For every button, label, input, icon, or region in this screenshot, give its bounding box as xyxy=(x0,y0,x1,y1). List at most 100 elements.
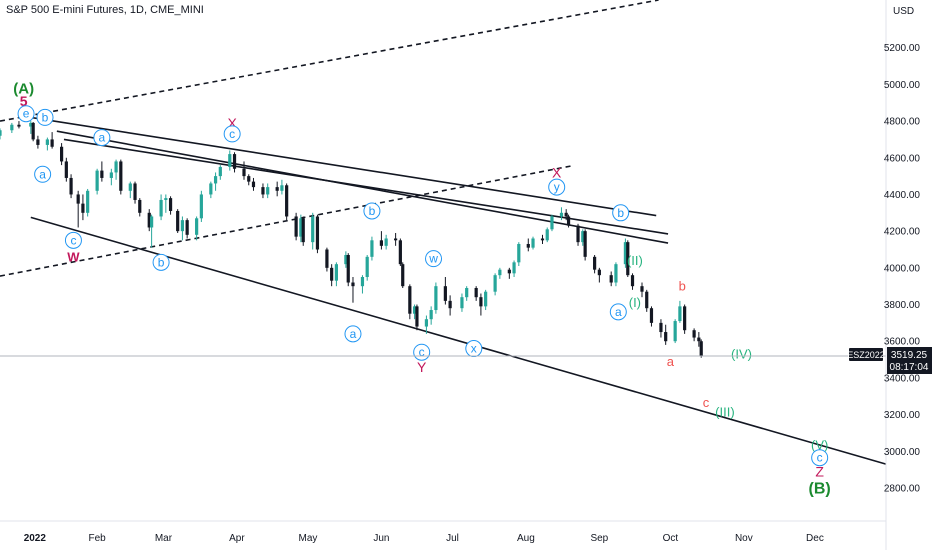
candle-body xyxy=(128,183,132,191)
candle-body xyxy=(185,220,189,235)
wave-label: a xyxy=(99,131,106,145)
time-tick-label: Feb xyxy=(89,533,107,544)
trendline xyxy=(63,138,669,235)
price-axis[interactable]: USD 2800.00 3000.00 3200.00 3400.00 3600.00 3… xyxy=(884,6,921,494)
candle-body xyxy=(232,154,237,169)
candle-body xyxy=(448,300,452,309)
candle-body xyxy=(479,297,483,307)
candle-body xyxy=(330,267,334,281)
candle-body xyxy=(678,306,682,322)
candle-body xyxy=(334,264,338,281)
candle-body xyxy=(351,282,355,287)
wave-label: (B) xyxy=(809,481,831,498)
price-tick-label: 2800.00 xyxy=(884,483,921,494)
wave-label-circle xyxy=(609,303,627,321)
candle-body xyxy=(429,310,433,320)
wave-label: (I) xyxy=(629,295,641,310)
candle-body xyxy=(100,170,104,178)
candle-body xyxy=(360,277,365,287)
chart-title: S&P 500 E-mini Futures, 1D, CME_MINI xyxy=(6,4,204,16)
wave-label-circle xyxy=(612,204,630,222)
candle-body xyxy=(379,240,384,246)
candle-body xyxy=(86,190,90,213)
wave-label: Z xyxy=(815,463,824,479)
candle-body xyxy=(209,183,213,195)
candle-body xyxy=(512,262,516,274)
candle-body xyxy=(474,288,478,298)
candle-body xyxy=(64,161,68,178)
wave-label: b xyxy=(42,110,49,124)
candle-body xyxy=(218,166,222,177)
last-price-badge xyxy=(887,347,932,374)
wave-label-circle xyxy=(811,449,829,467)
wave-label: a xyxy=(350,327,357,341)
last-price-text: 3519.25 xyxy=(891,350,928,361)
wave-label-circle xyxy=(425,250,443,268)
candle-body xyxy=(526,243,530,248)
candle-body xyxy=(147,212,151,228)
candle-body xyxy=(280,185,284,191)
price-tick-label: 4200.00 xyxy=(884,227,921,238)
trendline xyxy=(30,116,657,217)
wave-label: c xyxy=(70,233,76,247)
candle-body xyxy=(609,275,613,283)
trendline xyxy=(56,130,669,244)
wave-label-circle xyxy=(363,202,381,220)
price-tick-label: 3000.00 xyxy=(884,447,921,458)
time-axis[interactable]: 2022 Feb Mar Apr May Jun Jul Aug Sep Oct Nov Dec xyxy=(24,533,824,544)
candle-body xyxy=(540,238,545,241)
time-tick-label: Nov xyxy=(735,533,753,544)
wave-label: (V) xyxy=(811,437,828,452)
candle-body xyxy=(10,124,14,131)
candle-body xyxy=(36,139,40,145)
time-tick-label: Dec xyxy=(806,533,824,544)
candle-body xyxy=(493,275,497,292)
candle-body xyxy=(45,139,49,145)
candle-body xyxy=(692,330,696,338)
candle-body xyxy=(597,269,601,276)
wave-label-circle xyxy=(344,325,362,343)
candle-body xyxy=(559,212,564,217)
candle-body xyxy=(649,308,654,323)
candle-body xyxy=(266,187,270,195)
candle-body xyxy=(384,238,388,246)
candle-body xyxy=(424,319,429,327)
time-tick-label: Jul xyxy=(446,533,459,544)
bar-countdown-text: 08:17:04 xyxy=(890,362,929,373)
trendline xyxy=(0,0,659,122)
price-tick-label: 5200.00 xyxy=(884,43,921,54)
wave-label: (IV) xyxy=(731,347,752,362)
candle-body xyxy=(593,256,597,270)
wave-label-circle xyxy=(34,165,52,183)
candle-body xyxy=(460,297,464,309)
candle-body xyxy=(683,306,687,331)
trendline xyxy=(30,216,887,465)
price-axis-currency: USD xyxy=(893,6,914,17)
wave-label: c xyxy=(229,127,235,141)
candle-body xyxy=(566,216,571,226)
candle-body xyxy=(498,269,502,276)
wave-label-circle xyxy=(36,108,54,126)
wave-label: Y xyxy=(417,359,427,375)
price-tick-label: 3600.00 xyxy=(884,337,921,348)
time-tick-label: Apr xyxy=(229,533,245,544)
wave-label: e xyxy=(23,107,30,121)
candle-body xyxy=(159,199,163,217)
time-tick-label: Jun xyxy=(373,533,389,544)
candle-body xyxy=(59,146,64,162)
candle-body xyxy=(630,275,635,287)
wave-label: (II) xyxy=(627,253,643,268)
wave-label: X xyxy=(552,164,562,180)
candle-body xyxy=(434,286,438,311)
candle-body xyxy=(315,216,320,250)
wave-label: c xyxy=(419,345,425,359)
wave-label: b xyxy=(158,255,165,269)
wave-label: (III) xyxy=(715,404,735,419)
wave-label: c xyxy=(817,451,823,465)
candle-body xyxy=(311,216,315,243)
candles-layer xyxy=(0,121,703,358)
candle-body xyxy=(398,240,402,265)
trendline xyxy=(0,165,572,277)
candle-body xyxy=(17,124,21,127)
